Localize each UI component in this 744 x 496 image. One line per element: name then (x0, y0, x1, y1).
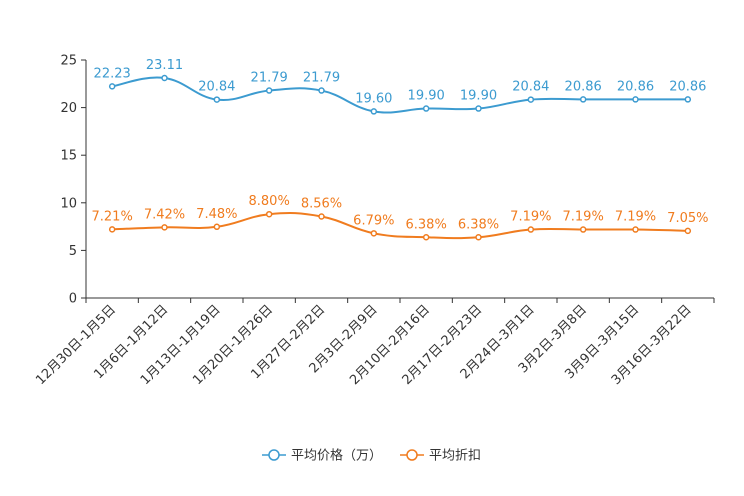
data-label: 19.60 (355, 91, 392, 106)
series-layer: 22.23 23.11 20.84 21.79 21.79 19.60 19.90 19.90… (92, 58, 708, 241)
data-point[interactable] (475, 105, 482, 112)
data-point[interactable] (370, 230, 378, 237)
data-point[interactable] (213, 223, 221, 231)
data-point[interactable] (422, 105, 430, 112)
series-line (112, 212, 688, 240)
legend-marker-icon (406, 449, 418, 461)
data-label: 7.42% (144, 207, 185, 222)
data-point[interactable] (579, 96, 587, 103)
data-point[interactable] (370, 108, 378, 115)
y-tick-label: 0 (69, 292, 77, 307)
chart-legend[interactable]: 平均价格（万） 平均折扣 (262, 448, 481, 464)
data-label: 20.84 (512, 80, 549, 95)
data-point[interactable] (318, 87, 325, 94)
data-point[interactable] (475, 234, 482, 241)
data-label: 6.38% (406, 217, 447, 232)
legend-item-avg-price[interactable]: 平均价格（万） (262, 448, 382, 464)
data-point[interactable] (213, 96, 221, 103)
data-label: 8.80% (249, 194, 290, 209)
data-point[interactable] (161, 74, 168, 82)
data-label: 7.19% (615, 210, 656, 225)
series-avg-price: 22.23 23.11 20.84 21.79 21.79 19.60 19.90 19.90… (94, 58, 706, 115)
data-point[interactable] (579, 226, 587, 233)
data-label: 7.48% (196, 207, 237, 222)
data-label: 6.38% (458, 217, 499, 232)
data-label: 20.84 (198, 80, 235, 95)
y-tick-label: 10 (60, 196, 77, 211)
legend-marker-icon (268, 449, 280, 461)
y-tick-label: 25 (60, 54, 77, 69)
data-label: 22.23 (94, 66, 131, 81)
data-label: 19.90 (408, 89, 445, 104)
data-label: 20.86 (617, 79, 654, 94)
data-point[interactable] (108, 83, 116, 90)
series-line (111, 76, 688, 114)
data-point[interactable] (632, 226, 639, 233)
data-point[interactable] (527, 226, 535, 233)
data-label: 7.19% (563, 210, 604, 225)
data-label: 8.56% (301, 197, 342, 212)
data-point[interactable] (527, 96, 535, 103)
data-label: 7.19% (510, 210, 551, 225)
data-point[interactable] (108, 226, 116, 233)
legend-label: 平均价格（万） (291, 448, 382, 464)
y-tick-label: 15 (60, 149, 77, 164)
data-point[interactable] (684, 96, 692, 103)
y-tick-label: 5 (69, 244, 77, 259)
data-label: 21.79 (303, 71, 340, 86)
data-point[interactable] (161, 224, 168, 231)
data-label: 19.90 (460, 89, 497, 104)
data-label: 7.21% (92, 209, 133, 224)
legend-item-avg-discount[interactable]: 平均折扣 (400, 449, 481, 464)
data-point[interactable] (684, 227, 692, 235)
y-tick-label: 20 (60, 101, 77, 116)
data-point[interactable] (265, 210, 273, 218)
legend-label: 平均折扣 (429, 449, 481, 464)
data-label: 20.86 (669, 79, 706, 94)
data-label: 6.79% (353, 213, 394, 228)
data-label: 21.79 (251, 71, 288, 86)
series-avg-discount: 7.21% 7.42% 7.48% 8.80% 8.56% 6.79% 6.38% 6.38%… (92, 194, 708, 241)
data-point[interactable] (318, 213, 325, 220)
data-point[interactable] (422, 234, 430, 241)
data-point[interactable] (632, 96, 639, 103)
data-point[interactable] (265, 87, 273, 94)
data-label: 7.05% (667, 211, 708, 226)
data-label: 23.11 (146, 58, 183, 73)
data-label: 20.86 (565, 79, 602, 94)
